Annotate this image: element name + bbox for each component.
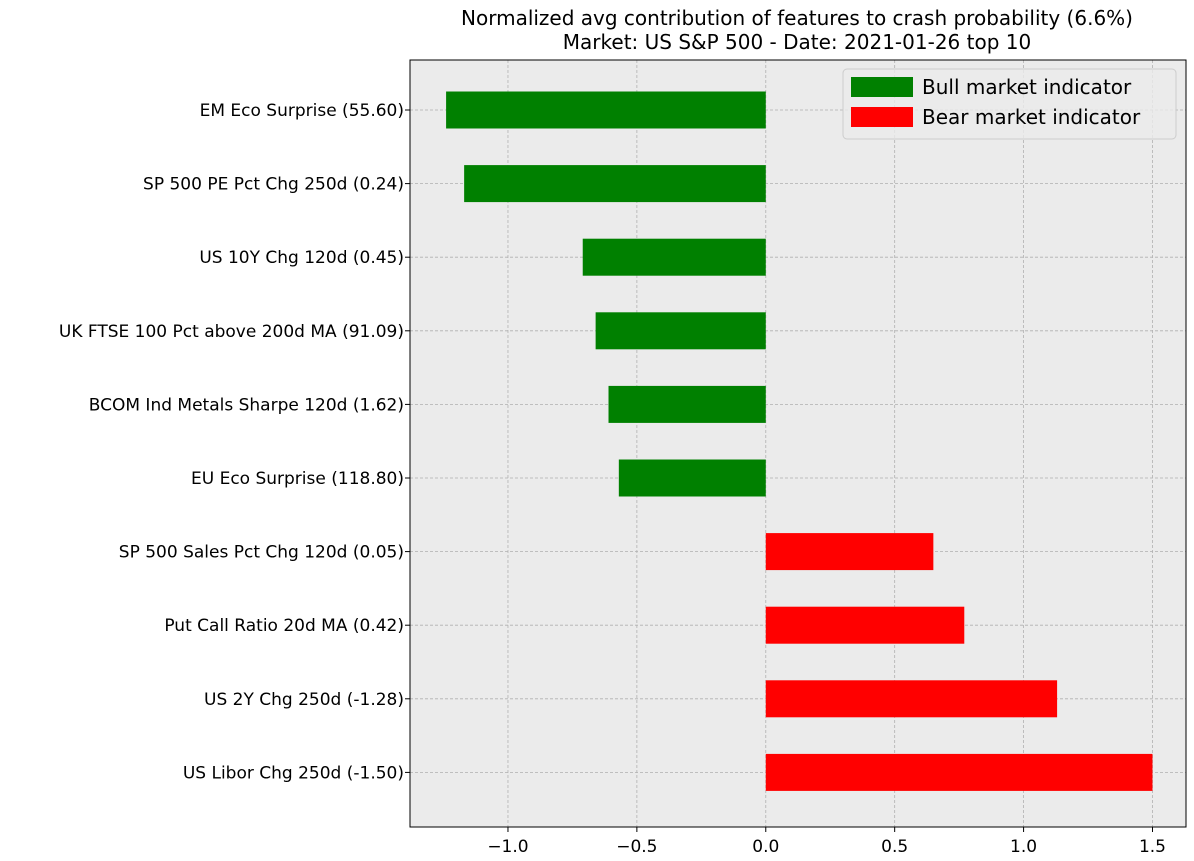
x-tick-label: 1.0 xyxy=(1010,837,1037,857)
bar xyxy=(765,680,1058,718)
bar xyxy=(582,238,766,276)
bar xyxy=(765,606,965,644)
y-axis: EM Eco Surprise (55.60) SP 500 PE Pct Chg… xyxy=(59,101,410,783)
x-tick-label: −0.5 xyxy=(616,837,657,857)
bar xyxy=(618,459,766,497)
legend-swatch-bear xyxy=(851,107,913,127)
bar xyxy=(446,91,766,129)
x-tick-label: −1.0 xyxy=(487,837,528,857)
legend-label-bull: Bull market indicator xyxy=(922,75,1132,99)
y-tick-label: SP 500 Sales Pct Chg 120d (0.05) xyxy=(119,543,404,563)
x-axis: −1.0 −0.5 0.0 0.5 1.0 1.5 xyxy=(487,827,1166,857)
y-tick-label: US 2Y Chg 250d (-1.28) xyxy=(204,690,404,710)
chart-title-line-2: Market: US S&P 500 - Date: 2021-01-26 to… xyxy=(563,30,1031,54)
y-tick-label: Put Call Ratio 20d MA (0.42) xyxy=(164,616,404,636)
bar xyxy=(464,165,766,203)
x-tick-label: 0.0 xyxy=(752,837,779,857)
y-tick-label: US Libor Chg 250d (-1.50) xyxy=(183,763,404,783)
plot-frame xyxy=(409,59,1187,828)
y-tick-label: EU Eco Surprise (118.80) xyxy=(191,469,404,489)
y-tick-label: SP 500 PE Pct Chg 250d (0.24) xyxy=(143,175,404,195)
legend-label-bear: Bear market indicator xyxy=(922,105,1141,129)
legend-box xyxy=(842,68,1177,140)
bar xyxy=(765,533,934,571)
bar xyxy=(765,753,1153,791)
bar xyxy=(608,385,766,423)
y-tick-label: US 10Y Chg 120d (0.45) xyxy=(199,248,404,268)
x-tick-label: 1.5 xyxy=(1139,837,1166,857)
x-tick-label: 0.5 xyxy=(881,837,908,857)
legend-swatch-bull xyxy=(851,77,913,97)
bars xyxy=(446,91,1153,791)
legend: Bull market indicator Bear market indica… xyxy=(842,68,1177,140)
y-tick-label: EM Eco Surprise (55.60) xyxy=(200,101,404,121)
chart-title-line-1: Normalized avg contribution of features … xyxy=(461,6,1133,30)
y-tick-label: UK FTSE 100 Pct above 200d MA (91.09) xyxy=(59,322,404,342)
y-tick-label: BCOM Ind Metals Sharpe 120d (1.62) xyxy=(89,395,404,415)
bar xyxy=(595,312,766,350)
